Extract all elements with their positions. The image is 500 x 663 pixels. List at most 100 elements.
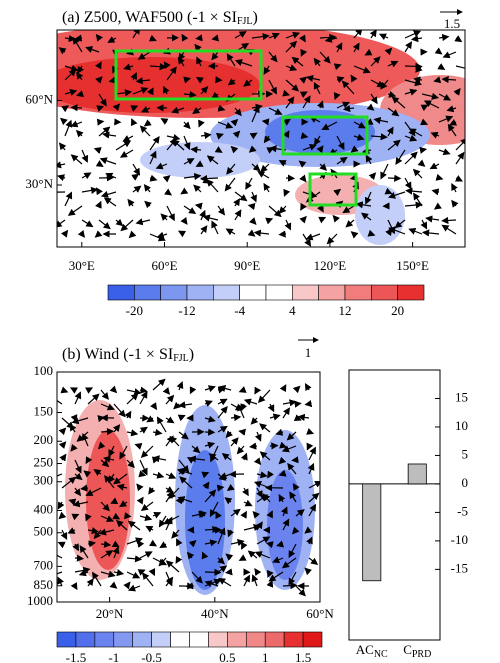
vector	[60, 386, 69, 394]
colorbar-label: 12	[339, 303, 352, 318]
vector	[230, 508, 241, 517]
vector	[57, 399, 63, 405]
vector	[247, 550, 258, 559]
vector	[70, 104, 83, 112]
vector	[453, 87, 461, 96]
vector	[373, 116, 389, 125]
vector	[224, 568, 233, 576]
vector	[119, 445, 128, 460]
colorbar-label: 1	[262, 650, 269, 663]
vector	[135, 77, 151, 85]
vector	[259, 423, 271, 433]
bar-frame	[348, 369, 441, 641]
colorbar-bin	[397, 284, 425, 301]
vector	[215, 511, 222, 520]
vector	[164, 188, 173, 196]
vector	[404, 201, 423, 209]
vector	[64, 89, 78, 96]
vector	[74, 391, 82, 405]
vector	[254, 551, 271, 559]
vector	[455, 137, 465, 151]
vector	[171, 529, 180, 539]
vector	[316, 100, 324, 109]
vector	[115, 89, 133, 97]
vector	[152, 557, 168, 566]
vector	[156, 416, 167, 433]
vector	[67, 205, 83, 216]
vector	[113, 403, 126, 418]
vector	[278, 160, 287, 167]
vector	[72, 543, 79, 552]
vector	[431, 188, 440, 196]
title-text: )	[253, 9, 258, 26]
vector	[86, 578, 94, 587]
vector	[136, 496, 144, 505]
vector	[189, 386, 197, 395]
vector	[130, 72, 137, 81]
vector	[123, 581, 131, 590]
vector	[149, 135, 160, 151]
vector	[304, 526, 313, 534]
region-box	[308, 172, 358, 207]
vector	[289, 491, 297, 503]
vector	[262, 493, 271, 503]
vector	[417, 159, 426, 167]
vector	[156, 231, 168, 239]
vector	[126, 388, 142, 396]
vector	[94, 230, 103, 238]
vector	[60, 117, 68, 126]
vector	[447, 123, 457, 137]
vector	[226, 483, 235, 491]
vector	[198, 119, 205, 128]
vector	[160, 118, 169, 125]
vector	[278, 494, 286, 503]
vector	[74, 459, 82, 474]
vector	[257, 171, 270, 179]
category-main: C	[403, 642, 412, 657]
vector	[178, 401, 193, 409]
colorbar-label: -1.5	[66, 650, 87, 663]
vector	[218, 385, 232, 392]
vector	[180, 216, 188, 225]
vector	[243, 574, 250, 587]
vector	[215, 132, 224, 140]
vector	[113, 569, 125, 577]
colorbar-bin	[265, 284, 293, 301]
vector	[282, 89, 291, 97]
vector	[288, 543, 297, 559]
vector	[58, 511, 67, 520]
vector	[140, 445, 154, 459]
negative-anomaly	[267, 470, 303, 580]
vector	[236, 445, 245, 455]
vector	[217, 556, 225, 565]
vector	[233, 198, 241, 207]
vector	[100, 540, 112, 548]
vector	[109, 385, 118, 394]
vector	[234, 191, 248, 202]
vector	[199, 209, 206, 221]
vector	[308, 557, 319, 565]
vector	[74, 472, 83, 481]
colorbar-bin	[213, 284, 240, 301]
vector	[260, 163, 270, 173]
vector	[341, 80, 355, 95]
vector	[251, 574, 259, 587]
vector	[206, 155, 219, 165]
vector	[413, 192, 423, 207]
vector	[139, 551, 153, 559]
vector	[300, 132, 309, 140]
vector	[70, 582, 78, 591]
vector	[195, 160, 204, 167]
vector	[92, 571, 102, 587]
vector	[438, 33, 450, 42]
vector	[70, 443, 78, 452]
map-shading	[57, 30, 465, 247]
colorbar-bin	[283, 631, 304, 648]
colorbar-bin	[239, 284, 267, 301]
vector	[85, 46, 100, 53]
vector	[234, 59, 253, 67]
vector	[57, 554, 63, 559]
vector	[251, 105, 260, 123]
vector	[178, 431, 189, 440]
vector	[268, 571, 284, 582]
